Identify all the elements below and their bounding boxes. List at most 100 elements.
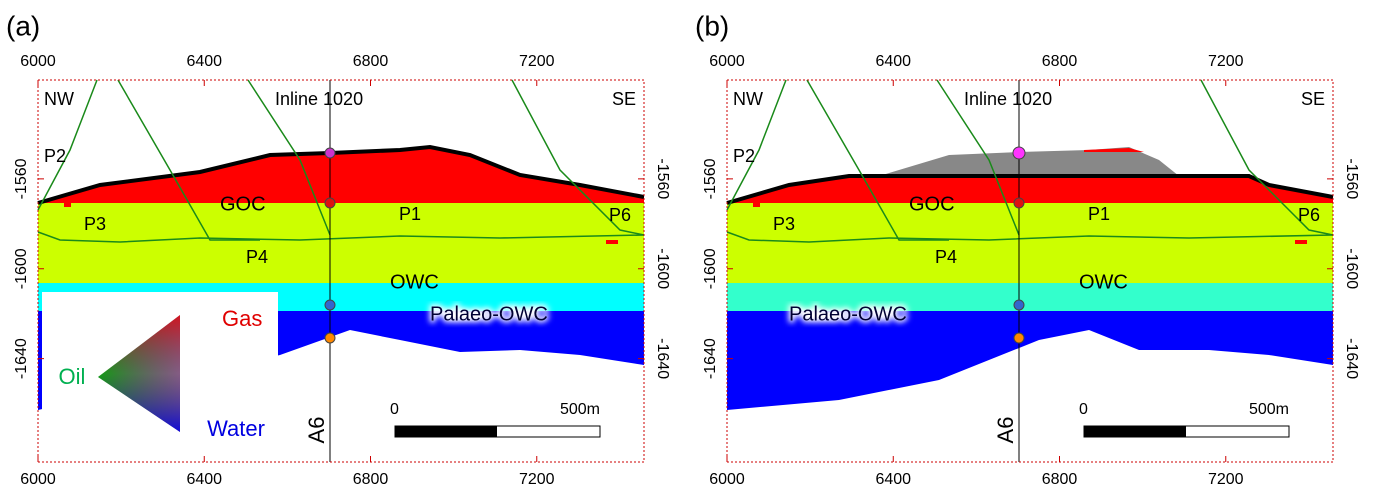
well-name: A6: [304, 417, 329, 444]
marker: [753, 203, 760, 207]
x-tick-label: 6800: [353, 471, 389, 488]
y-tick-label: -1560: [654, 158, 671, 199]
fault-label: P2: [44, 146, 66, 166]
fault: [117, 79, 260, 241]
fault-label: P6: [609, 205, 631, 225]
fault: [37, 79, 98, 211]
fault-label: P2: [733, 146, 755, 166]
gas-zone: [38, 147, 644, 203]
direction: SE: [1301, 89, 1325, 109]
y-tick-label: -1640: [1343, 338, 1360, 379]
panel: Gas Oil Water (a) NW SE Inline 1020 A6 GOC OWC Pal…: [6, 10, 671, 488]
well-marker: [1013, 299, 1025, 311]
legend-label: Oil: [59, 364, 86, 389]
scale-label: 500m: [560, 401, 600, 418]
fault: [511, 79, 645, 236]
contact: OWC: [1079, 271, 1128, 293]
frame: [726, 79, 1334, 463]
x-tick-label: 7200: [519, 53, 555, 70]
x-tick-label: 6000: [709, 53, 745, 70]
y-tick-label: -1640: [13, 338, 30, 379]
horizon: [726, 231, 1334, 243]
scale-bar: [395, 426, 497, 437]
section-name: Inline 1020: [964, 89, 1052, 109]
fault: [936, 79, 1020, 236]
panel-label: (a): [6, 10, 40, 41]
marker: [606, 240, 618, 244]
section-name: Inline 1020: [275, 89, 363, 109]
water-zone: [727, 311, 1333, 410]
fault-label: P3: [84, 214, 106, 234]
legend-triangle: [98, 315, 180, 432]
frame: [37, 79, 645, 463]
legend-label: Water: [207, 416, 265, 441]
direction: SE: [612, 89, 636, 109]
x-tick-label: 6800: [1042, 471, 1078, 488]
contact: OWC: [390, 271, 439, 293]
x-tick-label: 6400: [186, 53, 222, 70]
y-tick-label: -1600: [1343, 248, 1360, 289]
x-tick-label: 6400: [186, 471, 222, 488]
y-tick-label: -1560: [13, 158, 30, 199]
x-tick-label: 6000: [20, 471, 56, 488]
well-marker: [324, 299, 336, 311]
y-tick-label: -1640: [654, 338, 671, 379]
contact-glow: Palaeo-OWC: [789, 303, 907, 325]
well-marker: [324, 147, 336, 159]
gas-zone: [727, 176, 1333, 203]
fault-label: P4: [246, 247, 268, 267]
x-tick-label: 6800: [1042, 53, 1078, 70]
gas-cap: [879, 147, 1179, 176]
gas-patch: [1084, 148, 1144, 152]
contact: Palaeo-OWC: [789, 303, 907, 325]
contact-glow: Palaeo-OWC: [430, 303, 548, 325]
scale-bar: [1084, 426, 1186, 437]
scale-label: 0: [1079, 401, 1088, 418]
y-tick-label: -1600: [654, 248, 671, 289]
x-tick-label: 7200: [1208, 53, 1244, 70]
fault: [247, 79, 331, 236]
x-tick-label: 6000: [709, 471, 745, 488]
fault-label: P1: [399, 204, 421, 224]
x-tick-label: 6800: [353, 53, 389, 70]
marker: [1295, 240, 1307, 244]
direction: NW: [733, 89, 763, 109]
well-name: A6: [993, 417, 1018, 444]
top-surface: [37, 144, 645, 205]
well-marker: [1012, 146, 1026, 160]
y-tick-label: -1600: [702, 248, 719, 289]
well-marker: [324, 197, 336, 209]
y-tick-label: -1560: [1343, 158, 1360, 199]
x-tick-label: 7200: [1208, 471, 1244, 488]
x-tick-label: 7200: [519, 471, 555, 488]
legend-label: Gas: [222, 306, 262, 331]
horizon: [37, 231, 645, 243]
fault-label: P6: [1298, 205, 1320, 225]
fault: [806, 79, 949, 241]
palaeo-zone: [727, 283, 1333, 311]
x-tick-label: 6000: [20, 53, 56, 70]
fault-label: P1: [1088, 204, 1110, 224]
x-tick-label: 6400: [875, 53, 911, 70]
top-surface: [726, 174, 1334, 205]
oil-zone: [38, 203, 644, 283]
direction: NW: [44, 89, 74, 109]
scale-label: 0: [390, 401, 399, 418]
well-marker: [1013, 332, 1025, 344]
fault: [1200, 79, 1334, 236]
fault: [726, 79, 787, 211]
x-tick-label: 6400: [875, 471, 911, 488]
scale-label: 500m: [1249, 401, 1289, 418]
oil-zone: [727, 203, 1333, 283]
well-marker: [1013, 197, 1025, 209]
fault-label: P4: [935, 247, 957, 267]
y-tick-label: -1560: [702, 158, 719, 199]
well-marker: [324, 332, 336, 344]
marker: [64, 203, 71, 207]
contact: GOC: [220, 193, 266, 215]
contact: Palaeo-OWC: [430, 303, 548, 325]
y-tick-label: -1640: [702, 338, 719, 379]
